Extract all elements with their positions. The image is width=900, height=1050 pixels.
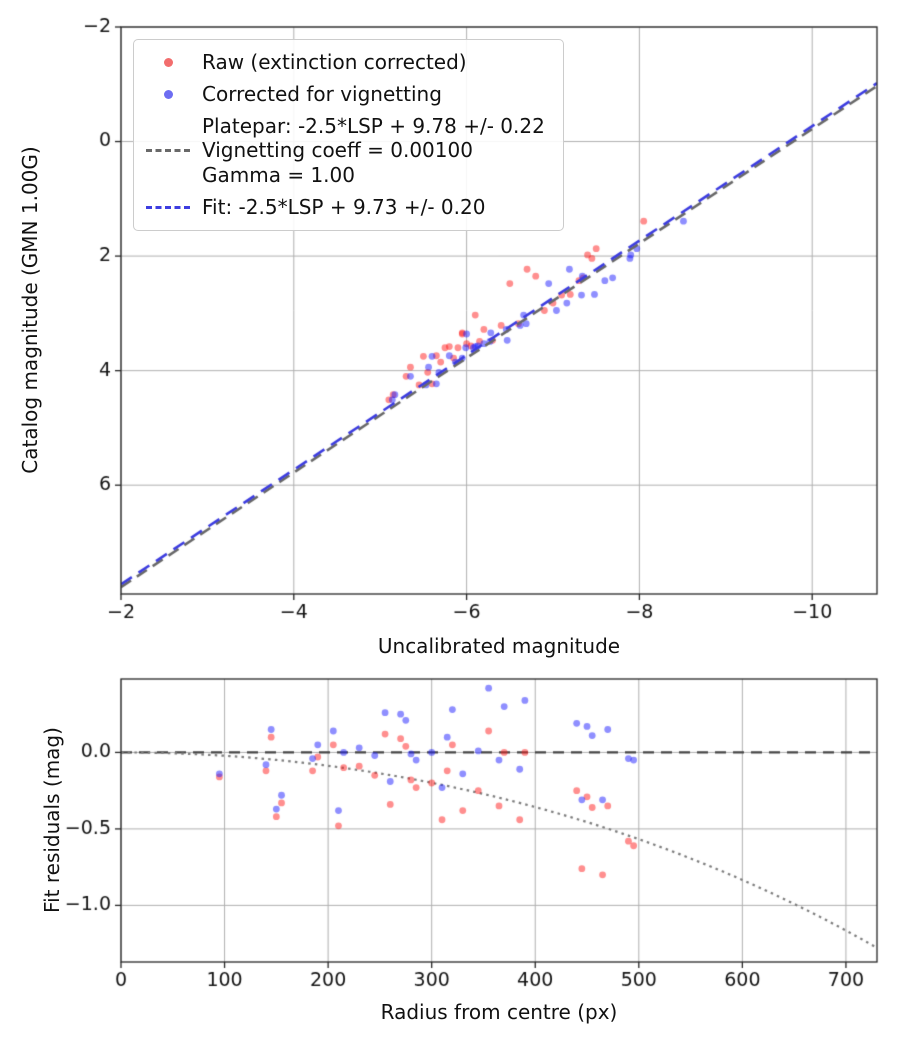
gamma-line: Gamma = 1.00	[202, 163, 355, 188]
top-x-axis-label: Uncalibrated magnitude	[377, 634, 621, 658]
platepar-equation-line: Platepar: -2.5*LSP + 9.78 +/- 0.22	[202, 113, 545, 138]
legend-entry-raw: Raw (extinction corrected)	[146, 50, 545, 75]
legend-entry-fit: Fit: -2.5*LSP + 9.73 +/- 0.20	[146, 195, 545, 220]
gray-dashed-line-marker-icon	[146, 149, 190, 153]
bottom-y-axis-label: Fit residuals (mag)	[40, 727, 64, 913]
bottom-x-axis-label: Radius from centre (px)	[380, 1000, 618, 1024]
legend: Raw (extinction corrected) Corrected for…	[133, 39, 564, 231]
red-scatter-marker-icon	[146, 57, 190, 67]
top-y-axis-label: Catalog magnitude (GMN 1.00G)	[18, 146, 42, 474]
blue-dashed-line-marker-icon	[146, 205, 190, 209]
legend-label-vignetting: Corrected for vignetting	[202, 81, 442, 106]
vignetting-coeff-line: Vignetting coeff = 0.00100	[202, 138, 473, 163]
legend-label-platepar: Platepar: -2.5*LSP + 9.78 +/- 0.22 Vigne…	[202, 114, 545, 188]
legend-entry-vignetting: Corrected for vignetting	[146, 82, 545, 107]
legend-entry-platepar: Platepar: -2.5*LSP + 9.78 +/- 0.22 Vigne…	[146, 114, 545, 188]
legend-label-fit: Fit: -2.5*LSP + 9.73 +/- 0.20	[202, 194, 486, 219]
legend-label-raw: Raw (extinction corrected)	[202, 50, 467, 74]
blue-scatter-marker-icon	[146, 89, 190, 99]
